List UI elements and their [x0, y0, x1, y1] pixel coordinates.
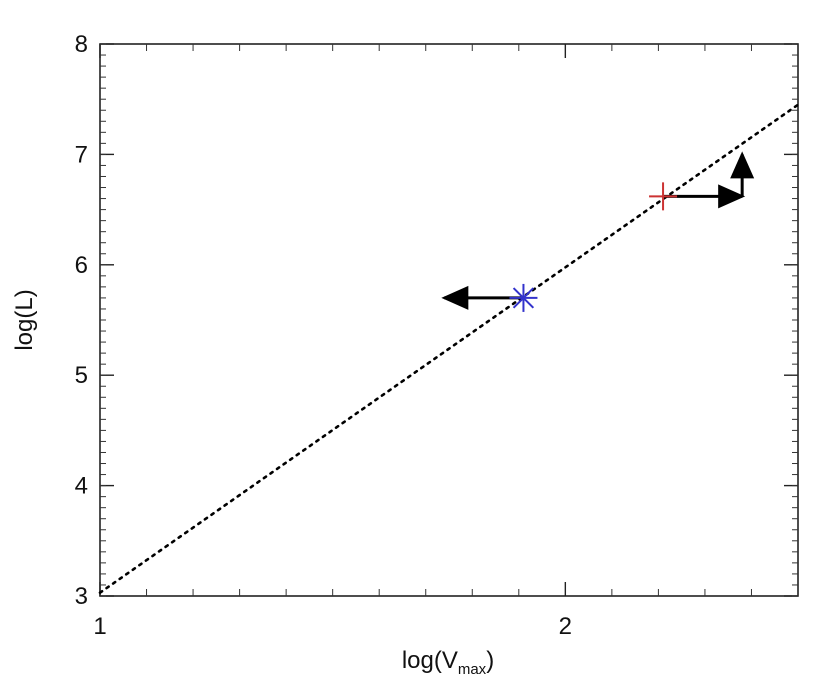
x-axis-label: log(Vmax)	[402, 647, 494, 678]
x-axis-label-close: )	[486, 647, 494, 674]
x-tick-label: 1	[93, 613, 106, 640]
y-tick-label: 5	[75, 362, 88, 389]
fit-line-layer	[98, 103, 800, 594]
asterisk-point-stroke	[512, 287, 535, 309]
plot-border	[99, 43, 799, 597]
y-axis-label: log(L)	[11, 289, 38, 350]
y-tick-label: 8	[75, 31, 88, 58]
y-tick-label: 4	[75, 473, 88, 500]
y-tick-label: 3	[75, 583, 88, 610]
x-axis-label-base: log(V	[402, 647, 458, 674]
plot-frame	[99, 43, 799, 597]
x-tick-label: 2	[559, 613, 572, 640]
x-axis-label-subscript: max	[458, 661, 487, 678]
minor-ticks	[100, 43, 798, 597]
points-layer	[441, 151, 755, 312]
fit-line	[98, 103, 800, 594]
y-tick-label: 7	[75, 141, 88, 168]
y-tick-label: 6	[75, 252, 88, 279]
labels-layer: 3 4 5 6 7 8 1 2	[75, 31, 572, 640]
